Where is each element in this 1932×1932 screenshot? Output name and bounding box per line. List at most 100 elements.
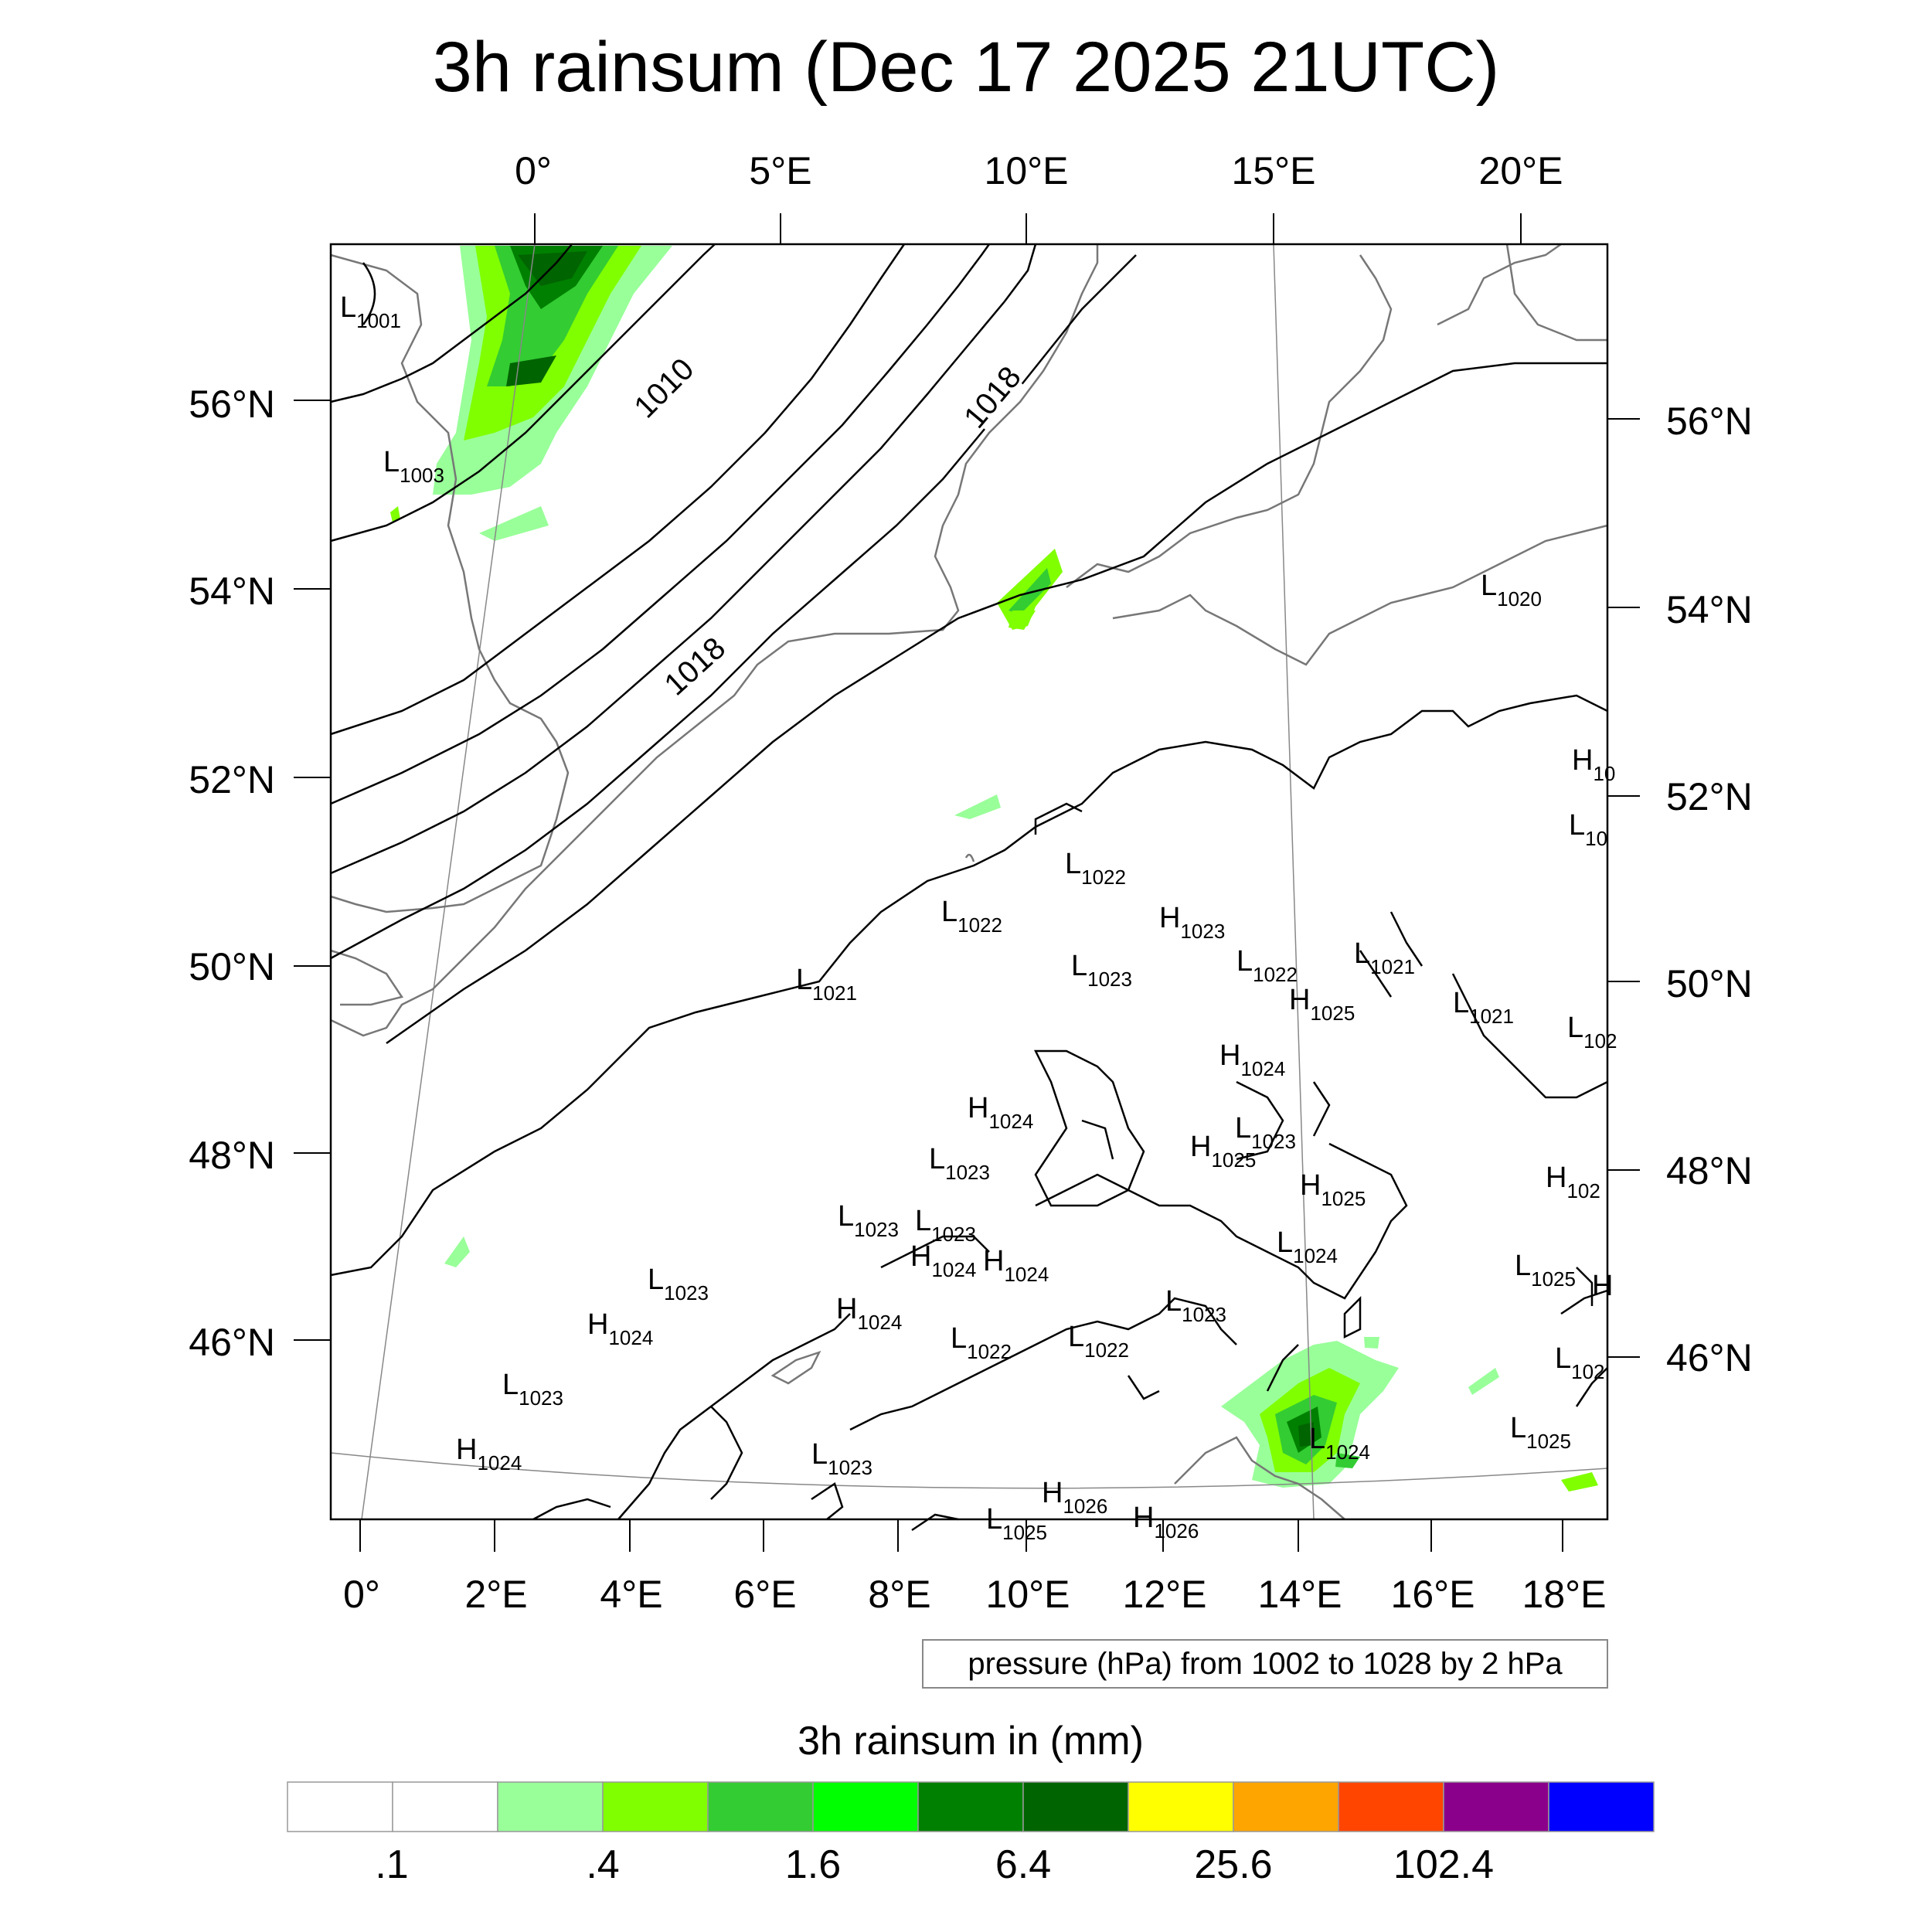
low-pressure-center: L1021 xyxy=(1354,937,1415,978)
right-lat-label: 46°N xyxy=(1666,1336,1753,1379)
colorbar-label: 1.6 xyxy=(785,1842,841,1887)
low-pressure-center: L1023 xyxy=(648,1264,709,1304)
top-ticks xyxy=(534,213,1522,244)
low-pressure-center: L1023 xyxy=(1235,1112,1296,1153)
pressure-center-letter: L xyxy=(1555,1342,1571,1375)
low-pressure-center: L1025 xyxy=(986,1503,1047,1544)
low-pressure-center: L1001 xyxy=(340,291,401,332)
left-lat-label: 50°N xyxy=(189,945,275,988)
pressure-center-value: 1023 xyxy=(854,1218,899,1241)
high-pressure-center: H xyxy=(1592,1270,1613,1302)
pressure-center-letter: L xyxy=(929,1143,945,1175)
colorbar-box xyxy=(707,1781,814,1832)
low-pressure-center: L1022 xyxy=(951,1322,1012,1363)
colorbar-box xyxy=(497,1781,604,1832)
pressure-center-value: 1001 xyxy=(356,309,401,332)
high-pressure-center: H1024 xyxy=(836,1293,902,1334)
pressure-center-letter: H xyxy=(910,1240,931,1273)
pressure-center-value: 10 xyxy=(1593,762,1615,785)
pressure-center-letter: H xyxy=(1190,1131,1211,1163)
bottom-lon-label: 2°E xyxy=(464,1573,527,1616)
pressure-center-letter: H xyxy=(1546,1162,1566,1194)
bottom-lon-label: 0° xyxy=(343,1573,380,1616)
pressure-center-value: 1026 xyxy=(1154,1519,1199,1543)
bottom-ticks xyxy=(359,1519,1563,1552)
pressure-center-letter: H xyxy=(1592,1270,1613,1302)
low-pressure-center: L1020 xyxy=(1481,570,1542,611)
pressure-center-letter: L xyxy=(915,1205,931,1237)
colorbar xyxy=(287,1781,1655,1832)
right-lat-label: 52°N xyxy=(1666,775,1753,818)
bottom-lon-labels: 0° 2°E 4°E 6°E 8°E 10°E 12°E 14°E 16°E 1… xyxy=(343,1573,1606,1616)
colorbar-box xyxy=(1022,1781,1129,1832)
low-pressure-center: L1003 xyxy=(383,446,444,487)
low-pressure-center: L1024 xyxy=(1309,1423,1370,1464)
pressure-center-value: 10 xyxy=(1585,827,1607,850)
pressure-center-value: 1023 xyxy=(1182,1303,1226,1326)
isobars xyxy=(330,243,1608,1532)
top-lon-label: 10°E xyxy=(985,149,1069,192)
low-pressure-center: L1023 xyxy=(838,1200,899,1241)
pressure-center-letter: H xyxy=(456,1434,477,1466)
high-pressure-center: H10 xyxy=(1572,744,1615,785)
low-pressure-center: L1023 xyxy=(1165,1285,1226,1326)
pressure-center-letter: H xyxy=(983,1245,1004,1277)
pressure-center-value: 1003 xyxy=(400,464,444,487)
bottom-lon-label: 14°E xyxy=(1258,1573,1342,1616)
right-ticks xyxy=(1607,418,1640,1358)
right-lat-label: 54°N xyxy=(1666,588,1753,631)
top-lon-label: 15°E xyxy=(1232,149,1316,192)
bottom-lon-label: 18°E xyxy=(1522,1573,1607,1616)
map-area: 1010 1018 1018 L1001L1003L1020H10L10L102… xyxy=(329,243,1617,1544)
low-pressure-center: L1023 xyxy=(502,1369,563,1410)
pressure-center-value: 1021 xyxy=(812,981,857,1005)
pressure-center-value: 1024 xyxy=(608,1326,653,1349)
pressure-center-letter: L xyxy=(383,446,400,478)
high-pressure-center: H1026 xyxy=(1133,1502,1199,1543)
pressure-center-value: 1024 xyxy=(857,1311,902,1334)
pressure-center-value: 1023 xyxy=(931,1223,976,1246)
left-lat-labels: 56°N 54°N 52°N 50°N 48°N 46°N xyxy=(189,383,275,1364)
pressure-center-value: 1025 xyxy=(1002,1521,1047,1544)
pressure-center-letter: L xyxy=(340,291,356,324)
pressure-center-value: 102 xyxy=(1571,1360,1604,1383)
pressure-center-letter: L xyxy=(1065,848,1081,880)
contour-note: pressure (hPa) from 1002 to 1028 by 2 hP… xyxy=(922,1639,1608,1689)
low-pressure-center: L1023 xyxy=(929,1143,990,1184)
colorbar-title: 3h rainsum in (mm) xyxy=(798,1719,1144,1764)
low-pressure-center: L10 xyxy=(1569,809,1607,850)
colorbar-label: .4 xyxy=(586,1842,619,1887)
high-pressure-center: H102 xyxy=(1546,1162,1600,1202)
pressure-center-letter: H xyxy=(968,1092,988,1124)
high-pressure-center: H1024 xyxy=(456,1434,522,1475)
pressure-center-letter: L xyxy=(1354,937,1370,970)
right-lat-labels: 56°N 54°N 52°N 50°N 48°N 46°N xyxy=(1666,400,1753,1379)
colorbar-box xyxy=(602,1781,709,1832)
pressure-center-letter: H xyxy=(1042,1477,1063,1509)
high-pressure-center: H1024 xyxy=(1219,1039,1285,1080)
colorbar-box xyxy=(287,1781,393,1832)
pressure-center-letter: L xyxy=(1235,1112,1251,1145)
low-pressure-center: L1022 xyxy=(941,896,1002,937)
pressure-center-value: 1023 xyxy=(945,1161,990,1184)
high-pressure-center: H1025 xyxy=(1190,1131,1256,1172)
pressure-center-value: 1023 xyxy=(1087,968,1132,991)
bottom-lon-label: 6°E xyxy=(733,1573,796,1616)
pressure-center-letter: L xyxy=(796,964,812,996)
pressure-center-letter: H xyxy=(1300,1169,1321,1202)
colorbar-label: 6.4 xyxy=(995,1842,1051,1887)
pressure-center-letter: L xyxy=(648,1264,664,1296)
low-pressure-center: L1024 xyxy=(1277,1226,1338,1267)
pressure-center-letter: L xyxy=(811,1438,828,1471)
figure-title: 3h rainsum (Dec 17 2025 21UTC) xyxy=(433,28,1500,107)
colorbar-box xyxy=(1128,1781,1234,1832)
low-pressure-center: L102 xyxy=(1555,1342,1605,1383)
left-lat-label: 46°N xyxy=(189,1321,275,1364)
low-pressure-center: L1021 xyxy=(796,964,857,1005)
pressure-center-value: 1025 xyxy=(1310,1002,1355,1025)
pressure-center-letter: L xyxy=(1481,570,1497,602)
pressure-center-letter: L xyxy=(1236,945,1253,978)
pressure-center-value: 1024 xyxy=(1240,1057,1285,1080)
low-pressure-center: L1022 xyxy=(1068,1321,1129,1362)
